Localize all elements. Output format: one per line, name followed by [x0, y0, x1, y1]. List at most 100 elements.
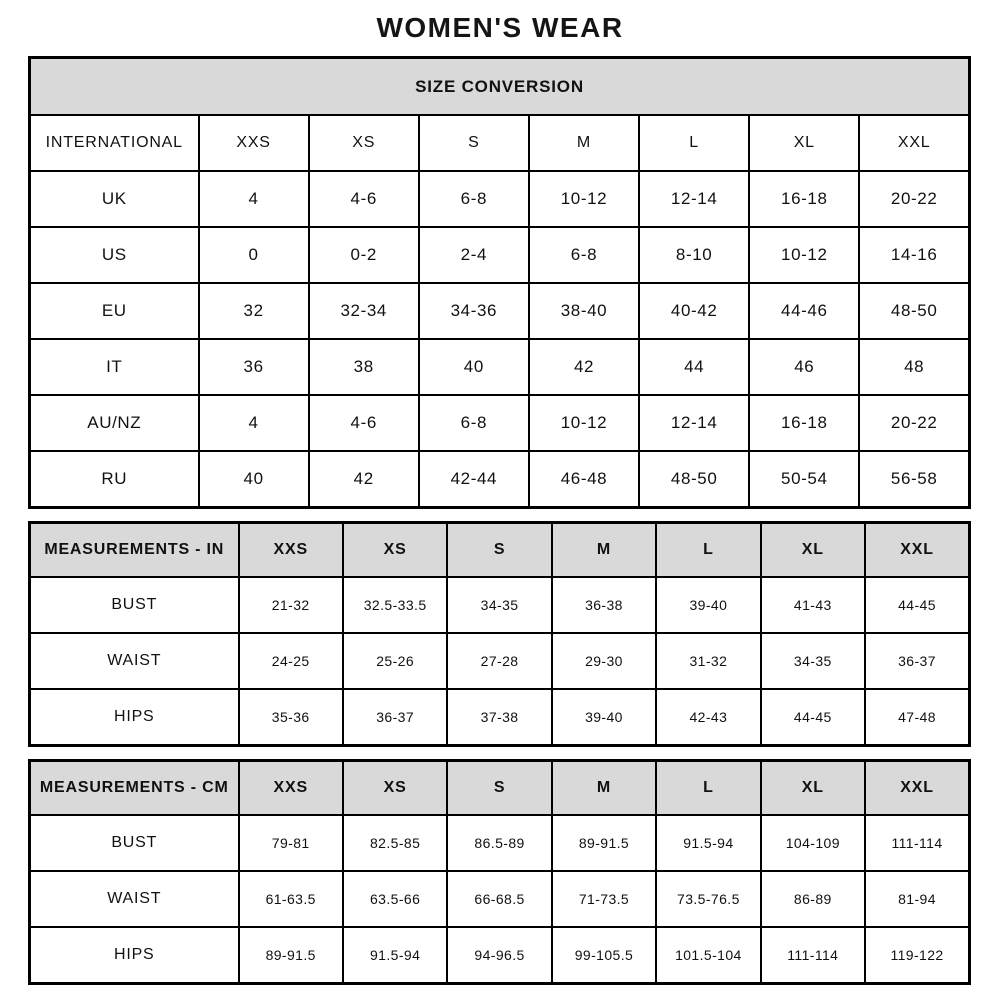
table-cell: 4-6 [307, 394, 420, 452]
table-cell: 2-4 [417, 226, 530, 284]
table-row: HIPS 89-91.5 91.5-94 94-96.5 99-105.5 101.5-1… [28, 926, 971, 984]
table-row: WAIST 24-25 25-26 27-28 29-30 31-32 34-35 36-37 [28, 632, 971, 690]
table-cell: 4 [197, 394, 310, 452]
table-row: IT 36 38 40 42 44 46 48 [28, 338, 971, 396]
size-header-cell: XL [759, 759, 867, 816]
size-header-cell: S [417, 114, 530, 172]
table-cell: 4-6 [307, 170, 420, 228]
table-cell: 101.5-104 [655, 926, 762, 984]
table-cell: 50-54 [748, 450, 861, 508]
table-cell: 0-2 [307, 226, 420, 284]
size-header-cell: XL [748, 114, 861, 172]
size-header-cell: XL [759, 521, 867, 578]
table-cell: 8-10 [638, 226, 751, 284]
row-label: US [28, 226, 200, 284]
table-cell: 56-58 [858, 450, 971, 508]
table-cell: 6-8 [527, 226, 641, 284]
table-cell: 42-43 [655, 688, 762, 746]
size-header-cell: XS [341, 759, 449, 816]
table-cell: 36 [197, 338, 310, 396]
table-cell: 21-32 [237, 576, 344, 634]
table-cell: 36-38 [550, 576, 658, 634]
measurements-cm-table: MEASUREMENTS - CM XXS XS S M L XL XXL BUST 79-81 8… [28, 758, 971, 985]
table-cell: 42 [307, 450, 420, 508]
table-cell: 91.5-94 [341, 926, 449, 984]
table-cell: 6-8 [417, 170, 530, 228]
table-spacer [28, 747, 972, 759]
table-cell: 31-32 [655, 632, 762, 690]
size-header-cell: XXL [864, 759, 971, 816]
table-cell: 66-68.5 [446, 870, 553, 928]
table-cell: 27-28 [446, 632, 553, 690]
column-header-row: MEASUREMENTS - IN XXS XS S M L XL XXL [28, 521, 971, 578]
table-cell: 37-38 [446, 688, 553, 746]
table-row: UK 4 4-6 6-8 10-12 12-14 16-18 20-22 [28, 170, 971, 228]
table-cell: 119-122 [864, 926, 971, 984]
table-cell: 86-89 [759, 870, 867, 928]
table-cell: 86.5-89 [446, 814, 553, 872]
table-cell: 47-48 [864, 688, 971, 746]
table-cell: 94-96.5 [446, 926, 553, 984]
table-cell: 34-35 [446, 576, 553, 634]
table-row: WAIST 61-63.5 63.5-66 66-68.5 71-73.5 73.5-76… [28, 870, 971, 928]
table-title-cell: INTERNATIONAL [28, 114, 200, 172]
size-header-cell: M [550, 521, 658, 578]
table-cell: 61-63.5 [237, 870, 344, 928]
table-cell: 39-40 [550, 688, 658, 746]
size-header-cell: XXS [197, 114, 310, 172]
row-label: BUST [28, 576, 240, 634]
table-cell: 111-114 [759, 926, 867, 984]
table-cell: 4 [197, 170, 310, 228]
table-cell: 48 [858, 338, 971, 396]
table-cell: 14-16 [858, 226, 971, 284]
table-cell: 36-37 [341, 688, 449, 746]
table-cell: 48-50 [638, 450, 751, 508]
table-cell: 81-94 [864, 870, 971, 928]
row-label: IT [28, 338, 200, 396]
table-cell: 40 [197, 450, 310, 508]
table-row: BUST 21-32 32.5-33.5 34-35 36-38 39-40 41-43 44… [28, 576, 971, 634]
size-conversion-table: SIZE CONVERSION INTERNATIONAL XXS XS S M L XL X… [28, 56, 971, 509]
size-header-cell: XXS [237, 759, 344, 816]
size-header-cell: XXS [237, 521, 344, 578]
table-row: BUST 79-81 82.5-85 86.5-89 89-91.5 91.5-94 104… [28, 814, 971, 872]
table-cell: 40-42 [638, 282, 751, 340]
table-cell: 38 [307, 338, 420, 396]
row-label: RU [28, 450, 200, 508]
table-cell: 40 [417, 338, 530, 396]
size-header-cell: S [446, 521, 553, 578]
table-cell: 111-114 [864, 814, 971, 872]
table-cell: 42 [527, 338, 641, 396]
table-cell: 39-40 [655, 576, 762, 634]
table-cell: 20-22 [858, 394, 971, 452]
table-cell: 82.5-85 [341, 814, 449, 872]
table-row: US 0 0-2 2-4 6-8 8-10 10-12 14-16 [28, 226, 971, 284]
table-cell: 6-8 [417, 394, 530, 452]
table-cell: 46-48 [527, 450, 641, 508]
measurements-in-table: MEASUREMENTS - IN XXS XS S M L XL XXL BUST 21-32 3… [28, 520, 971, 747]
table-cell: 71-73.5 [550, 870, 658, 928]
table-title-cell: MEASUREMENTS - CM [28, 759, 240, 816]
table-cell: 32.5-33.5 [341, 576, 449, 634]
table-cell: 35-36 [237, 688, 344, 746]
table-cell: 89-91.5 [550, 814, 658, 872]
table-cell: 16-18 [748, 170, 861, 228]
size-header-cell: XS [341, 521, 449, 578]
table-cell: 42-44 [417, 450, 530, 508]
table-cell: 25-26 [341, 632, 449, 690]
table-cell: 10-12 [527, 394, 641, 452]
table-cell: 73.5-76.5 [655, 870, 762, 928]
table-title-cell: MEASUREMENTS - IN [28, 521, 240, 578]
table-cell: 34-36 [417, 282, 530, 340]
table-cell: 36-37 [864, 632, 971, 690]
table-cell: 38-40 [527, 282, 641, 340]
table-cell: 91.5-94 [655, 814, 762, 872]
table-row: AU/NZ 4 4-6 6-8 10-12 12-14 16-18 20-22 [28, 394, 971, 452]
size-header-cell: XS [307, 114, 420, 172]
size-header-cell: S [446, 759, 553, 816]
row-label: EU [28, 282, 200, 340]
column-header-row: INTERNATIONAL XXS XS S M L XL XXL [28, 114, 971, 172]
table-cell: 32 [197, 282, 310, 340]
table-banner-row: SIZE CONVERSION [28, 56, 971, 116]
